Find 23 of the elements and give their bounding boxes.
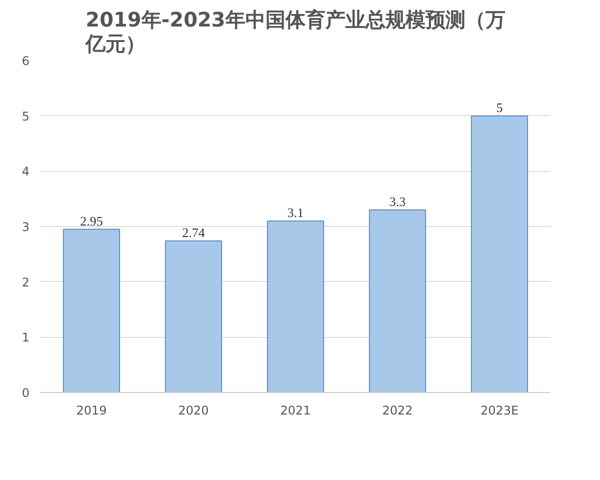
x-tick-label: 2019	[76, 404, 107, 418]
data-label: 5	[496, 100, 503, 115]
bar	[164, 240, 222, 392]
y-tick-label: 2	[22, 275, 30, 290]
data-label: 3.3	[389, 194, 406, 209]
data-label: 3.1	[287, 204, 304, 220]
bar	[470, 115, 528, 392]
x-tick-label: 2022	[382, 404, 413, 418]
data-label: 2.95	[80, 213, 103, 228]
x-tick-label: 2023E	[480, 404, 519, 418]
y-tick-label: 5	[22, 109, 30, 124]
y-tick-label: 1	[22, 330, 30, 345]
bar	[62, 228, 120, 392]
bar	[368, 209, 426, 392]
y-tick-label: 6	[22, 54, 30, 68]
x-tick-label: 2020	[178, 404, 209, 418]
y-tick-label: 4	[22, 164, 30, 179]
y-tick-label: 0	[22, 386, 30, 400]
chart-title: 2019年-2023年中国体育产业总规模预测（万亿元）	[84, 8, 506, 56]
y-tick-label: 3	[22, 220, 30, 234]
x-tick-label: 2021	[280, 404, 311, 418]
data-label: 2.74	[182, 224, 206, 240]
bar	[266, 220, 324, 392]
